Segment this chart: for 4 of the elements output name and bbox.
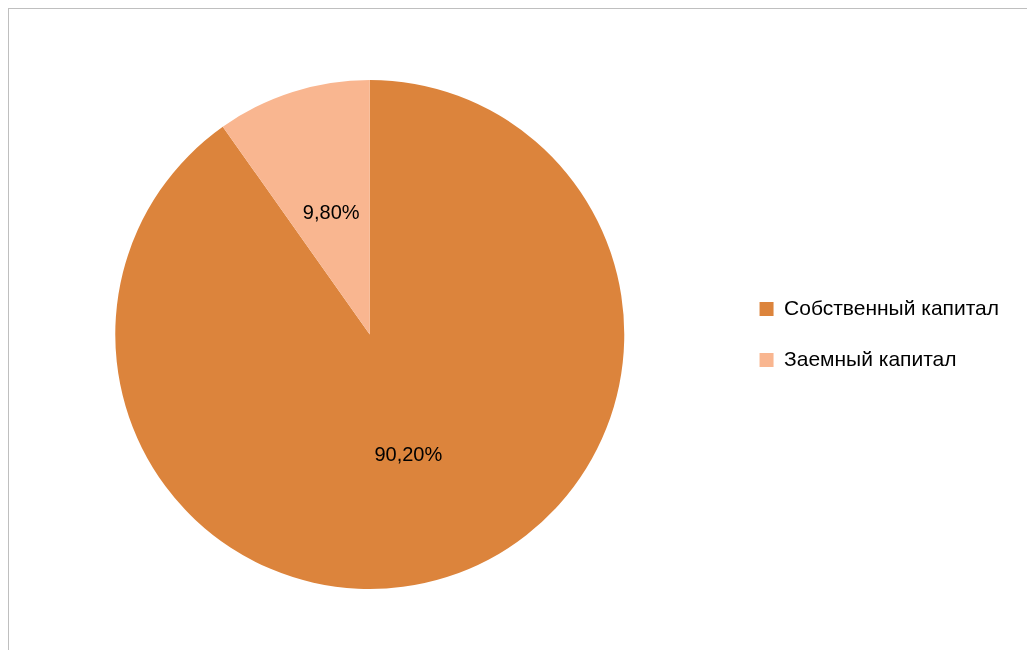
legend-label: Собственный капитал [784, 295, 999, 319]
data-label: 9,80% [302, 200, 360, 223]
legend-label: Заемный капитал [784, 346, 957, 370]
data-label: 90,20% [374, 443, 443, 466]
